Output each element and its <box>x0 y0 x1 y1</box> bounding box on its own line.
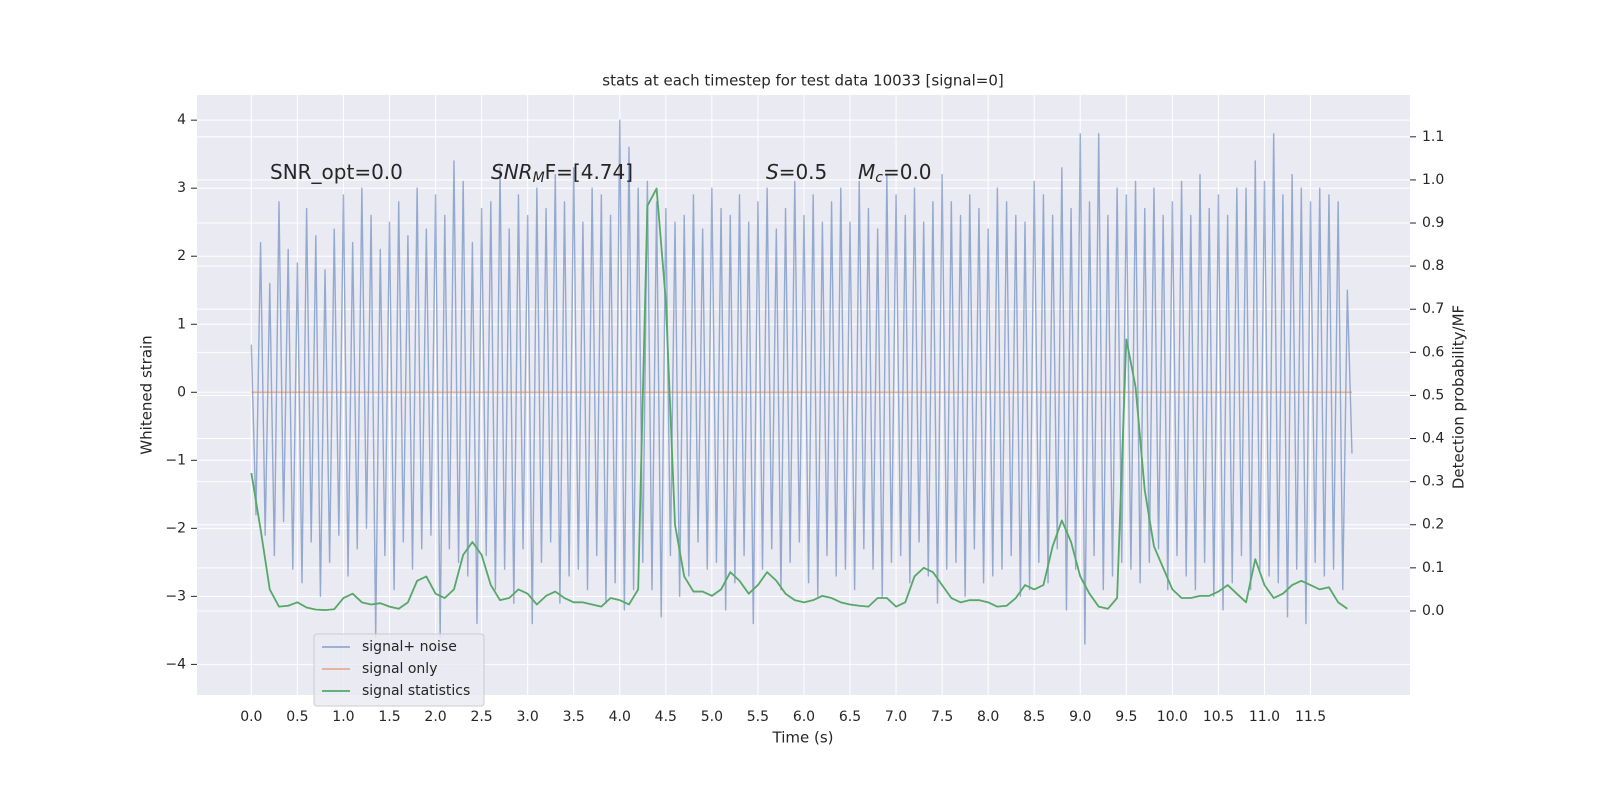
y-tick-label: 0 <box>177 384 186 400</box>
x-tick-label: 3.5 <box>563 709 585 725</box>
y-tick-label: −4 <box>165 656 186 672</box>
y2-tick-label: 0.3 <box>1422 474 1444 490</box>
annotation: Mc=0.0 <box>858 160 932 187</box>
x-tick-label: 4.5 <box>655 709 677 725</box>
annotation-tail: =0.5 <box>779 160 828 184</box>
legend-label: signal statistics <box>362 683 470 699</box>
x-tick-label: 8.5 <box>1023 709 1045 725</box>
y2-tick-label: 0.1 <box>1422 560 1444 576</box>
y2-tick-label: 1.0 <box>1422 172 1444 188</box>
y-tick-label: 4 <box>177 112 186 128</box>
x-tick-label: 2.5 <box>470 709 492 725</box>
y-tick-label: −2 <box>165 520 186 536</box>
x-tick-label: 3.0 <box>517 709 539 725</box>
y2-tick-label: 1.1 <box>1422 129 1444 145</box>
y-tick-label: 3 <box>177 180 186 196</box>
annotation-sub: c <box>875 170 883 186</box>
x-tick-label: 5.0 <box>701 709 723 725</box>
x-tick-label: 11.0 <box>1249 709 1280 725</box>
x-tick-label: 0.5 <box>286 709 308 725</box>
annotation-text: SNR_opt=0.0 <box>270 160 403 184</box>
y2-tick-label: 0.9 <box>1422 215 1444 231</box>
x-tick-label: 0.0 <box>240 709 262 725</box>
x-tick-label: 6.0 <box>793 709 815 725</box>
y2-tick-label: 0.6 <box>1422 344 1444 360</box>
annotation: S=0.5 <box>766 160 827 184</box>
y-tick-label: −3 <box>165 588 186 604</box>
y-tick-label: −1 <box>165 452 186 468</box>
x-tick-label: 10.0 <box>1157 709 1188 725</box>
legend: signal+ noise signal only signal statistic… <box>313 633 485 707</box>
x-axis-label: Time (s) <box>772 729 834 747</box>
annotation-tail: F=[4.74] <box>545 160 633 184</box>
y2-tick-label: 0.8 <box>1422 258 1444 274</box>
x-tick-label: 11.5 <box>1295 709 1326 725</box>
legend-label: signal only <box>362 661 437 677</box>
chart-title: stats at each timestep for test data 100… <box>602 72 1003 90</box>
annotation-text: M <box>858 160 875 184</box>
series-line <box>250 187 1348 611</box>
x-tick-label: 9.0 <box>1069 709 1091 725</box>
y2-axis-label: Detection probability/MF <box>1450 305 1468 489</box>
y2-tick-label: 0.2 <box>1422 517 1444 533</box>
x-tick-label: 5.5 <box>747 709 769 725</box>
x-tick-label: 1.5 <box>378 709 400 725</box>
series-line <box>250 119 1353 645</box>
annotation-text: S <box>766 160 779 184</box>
x-tick-label: 4.0 <box>609 709 631 725</box>
annotation-text: SNR <box>491 160 533 184</box>
y2-tick-label: 0.5 <box>1422 387 1444 403</box>
annotation: SNRMF=[4.74] <box>491 160 633 187</box>
annotations: SNR_opt=0.0 SNRMF=[4.74] S=0.5 Mc=0.0 <box>270 160 932 187</box>
x-tick-label: 8.0 <box>977 709 999 725</box>
lines <box>250 119 1353 645</box>
annotation: SNR_opt=0.0 <box>270 160 403 184</box>
x-tick-label: 1.0 <box>332 709 354 725</box>
x-tick-label: 6.5 <box>839 709 861 725</box>
y-tick-label: 2 <box>177 248 186 264</box>
y-tick-label: 1 <box>177 316 186 332</box>
y2-tick-label: 0.7 <box>1422 301 1444 317</box>
y2-tick-label: 0.4 <box>1422 431 1444 447</box>
x-tick-label: 9.5 <box>1115 709 1137 725</box>
x-tick-label: 7.5 <box>931 709 953 725</box>
y-axis-label: Whitened strain <box>138 335 156 454</box>
legend-label: signal+ noise <box>362 639 457 655</box>
x-tick-label: 10.5 <box>1203 709 1234 725</box>
legend-box <box>313 633 485 707</box>
annotation-tail: =0.0 <box>883 160 932 184</box>
annotation-sub: M <box>533 170 545 186</box>
x-tick-label: 2.0 <box>424 709 446 725</box>
y2-tick-label: 0.0 <box>1422 603 1444 619</box>
x-tick-label: 7.0 <box>885 709 907 725</box>
